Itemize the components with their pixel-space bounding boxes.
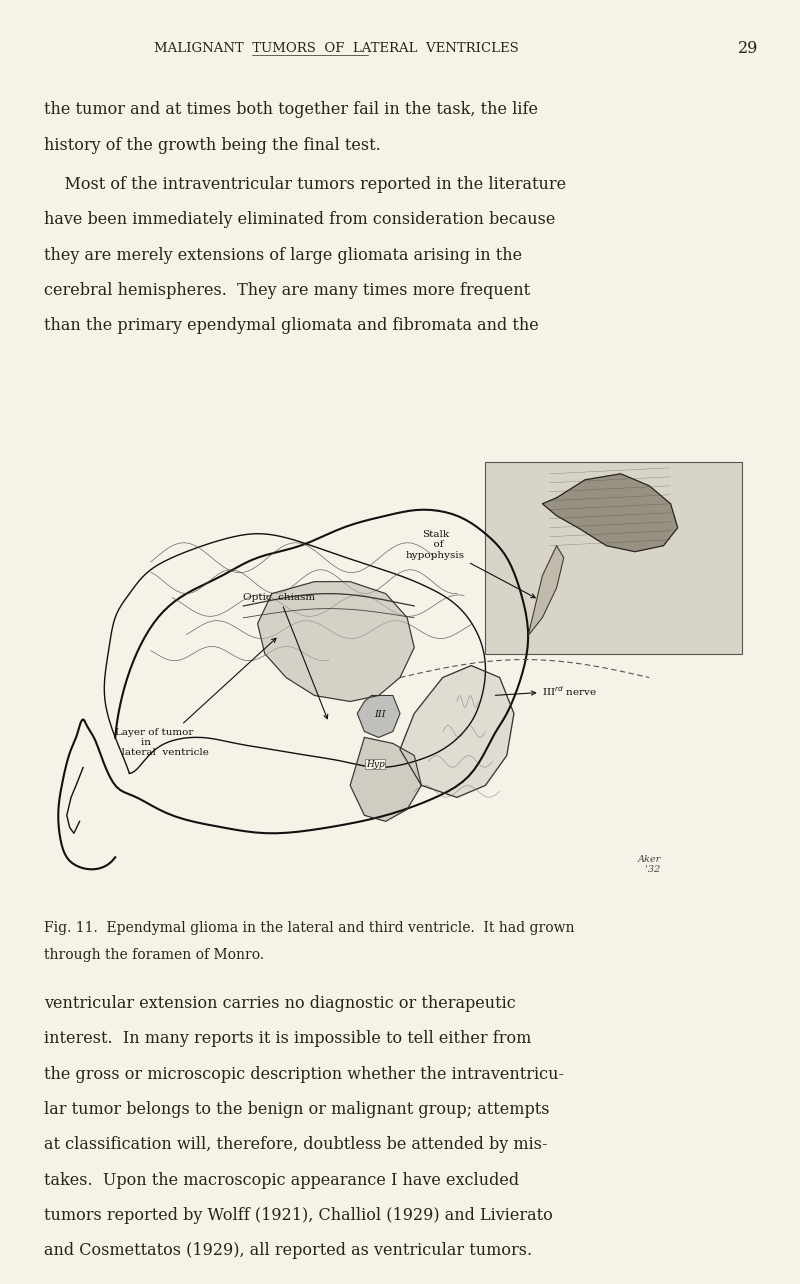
Text: lar tumor belongs to the benign or malignant group; attempts: lar tumor belongs to the benign or malig… [44, 1100, 550, 1118]
Text: the gross or microscopic description whether the intraventricu-: the gross or microscopic description whe… [44, 1066, 564, 1082]
Text: tumors reported by Wolff (1921), Challiol (1929) and Livierato: tumors reported by Wolff (1921), Challio… [44, 1207, 553, 1224]
Text: takes.  Upon the macroscopic appearance I have excluded: takes. Upon the macroscopic appearance I… [44, 1171, 519, 1189]
Polygon shape [358, 696, 400, 737]
Text: cerebral hemispheres.  They are many times more frequent: cerebral hemispheres. They are many time… [44, 281, 530, 299]
Text: III$^{rd}$ nerve: III$^{rd}$ nerve [495, 683, 598, 697]
Text: interest.  In many reports it is impossible to tell either from: interest. In many reports it is impossib… [44, 1030, 531, 1048]
Text: at classification will, therefore, doubtless be attended by mis-: at classification will, therefore, doubt… [44, 1136, 547, 1153]
Text: and Cosmettatos (1929), all reported as ventricular tumors.: and Cosmettatos (1929), all reported as … [44, 1243, 532, 1260]
Polygon shape [400, 665, 514, 797]
Text: they are merely extensions of large gliomata arising in the: they are merely extensions of large glio… [44, 247, 522, 263]
Text: history of the growth being the final test.: history of the growth being the final te… [44, 136, 381, 154]
Text: III: III [374, 710, 386, 719]
Text: Hyp: Hyp [366, 760, 385, 769]
Polygon shape [350, 737, 422, 822]
Polygon shape [542, 474, 678, 552]
Text: than the primary ependymal gliomata and fibromata and the: than the primary ependymal gliomata and … [44, 317, 538, 334]
Polygon shape [258, 582, 414, 701]
Polygon shape [528, 546, 564, 636]
Text: the tumor and at times both together fail in the task, the life: the tumor and at times both together fai… [44, 101, 538, 118]
Text: MALIGNANT  TUMORS  OF  LATERAL  VENTRICLES: MALIGNANT TUMORS OF LATERAL VENTRICLES [154, 42, 518, 55]
Text: through the foramen of Monro.: through the foramen of Monro. [44, 948, 264, 962]
Text: Most of the intraventricular tumors reported in the literature: Most of the intraventricular tumors repo… [44, 176, 566, 193]
Text: have been immediately eliminated from consideration because: have been immediately eliminated from co… [44, 211, 555, 229]
Text: Fig. 11.  Ependymal glioma in the lateral and third ventricle.  It had grown: Fig. 11. Ependymal glioma in the lateral… [44, 921, 574, 935]
Text: 29: 29 [738, 40, 758, 58]
Text: Stalk
  of
hypophysis: Stalk of hypophysis [406, 530, 535, 598]
Text: Optic  chiasm: Optic chiasm [243, 593, 328, 719]
Text: Aker
  '32: Aker '32 [638, 855, 661, 874]
Text: Layer of tumor
        in
  lateral  ventricle: Layer of tumor in lateral ventricle [115, 638, 276, 758]
Text: ventricular extension carries no diagnostic or therapeutic: ventricular extension carries no diagnos… [44, 995, 516, 1012]
Bar [486, 462, 742, 654]
